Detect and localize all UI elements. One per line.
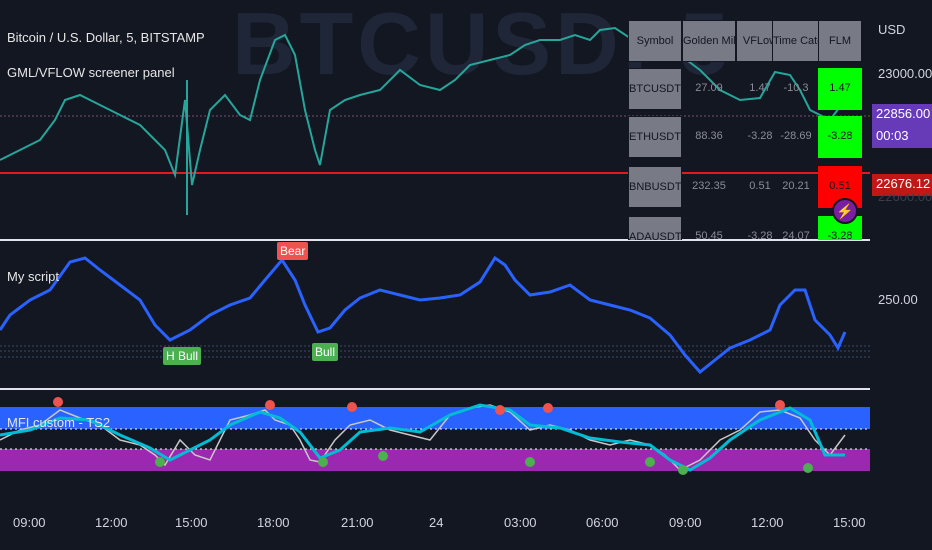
time-label: 03:00: [504, 515, 537, 530]
symbol-legend[interactable]: Bitcoin / U.S. Dollar, 5, BITSTAMP: [7, 30, 205, 45]
bull-marker: Bull: [312, 343, 339, 361]
price-level-23000: 23000.00: [878, 66, 932, 81]
indicator-legend-my-script[interactable]: My script: [7, 269, 59, 284]
row-vflow: 0.51: [749, 180, 771, 192]
mfi-oversold-band: [0, 449, 870, 471]
row-symbol: BNBUSDT: [628, 166, 682, 208]
time-label: 18:00: [257, 515, 290, 530]
countdown-tag: 00:03: [872, 126, 932, 148]
row-golden: 88.36: [695, 130, 723, 142]
price-level-250: 250.00: [878, 292, 918, 307]
header-symbol: Symbol: [628, 20, 682, 62]
row-time: 20.21: [782, 180, 810, 192]
indicator-legend-screener[interactable]: GML/VFLOW screener panel: [7, 65, 175, 80]
row-symbol: ETHUSDT: [628, 116, 682, 158]
header-flm: FLM: [818, 20, 862, 62]
support-price-tag: 22676.12: [872, 174, 932, 196]
bear-marker: Bear: [277, 242, 309, 260]
row-flm: -3.28: [818, 216, 862, 240]
time-label: 09:00: [13, 515, 46, 530]
row-vflow: -3.28: [747, 130, 773, 142]
mfi-raw-line: [0, 404, 846, 471]
price-series: [0, 26, 846, 186]
time-label: 09:00: [669, 515, 702, 530]
row-flm: 1.47: [818, 68, 862, 110]
row-time: 24.07: [782, 230, 810, 240]
current-price-tag: 22856.00: [872, 104, 932, 126]
time-label: 15:00: [175, 515, 208, 530]
time-label: 24: [429, 515, 444, 530]
header-time-catcher: Time Catcher: [772, 20, 820, 62]
row-golden: 50.45: [695, 230, 723, 240]
row-symbol: BTCUSDT: [628, 68, 682, 110]
currency-label: USD: [878, 22, 906, 37]
mfi-signal-line: [0, 403, 845, 472]
time-label: 12:00: [751, 515, 784, 530]
row-golden: 27.09: [695, 82, 723, 94]
hidden-price-level: 22600.00: [878, 194, 932, 204]
chart-canvas[interactable]: [0, 0, 870, 550]
time-label: 15:00: [833, 515, 866, 530]
lightning-icon[interactable]: ⚡: [832, 198, 858, 224]
hbull-marker: H Bull: [163, 347, 202, 365]
my-script-line: [0, 255, 847, 375]
row-vflow: -3.28: [747, 230, 773, 240]
row-symbol: ADAUSDT: [628, 216, 682, 240]
time-label: 12:00: [95, 515, 128, 530]
indicator-legend-mfi[interactable]: MFI custom - TS2: [7, 415, 111, 430]
row-vflow: 1.47: [749, 82, 771, 94]
mfi-overbought-band: [0, 407, 870, 429]
screener-table: Symbol Golden Mile VFLow Time Catcher FL…: [628, 20, 864, 240]
header-golden-mile: Golden Mile: [682, 20, 736, 62]
row-time: -10.3: [783, 82, 809, 94]
time-label: 06:00: [586, 515, 619, 530]
row-time: -28.69: [780, 130, 812, 142]
row-golden: 232.35: [692, 180, 726, 192]
row-flm: -3.28: [818, 116, 862, 158]
time-label: 21:00: [341, 515, 374, 530]
